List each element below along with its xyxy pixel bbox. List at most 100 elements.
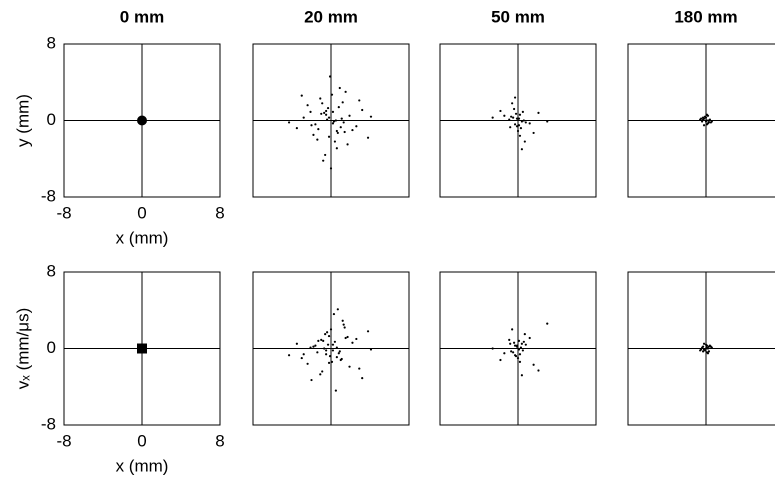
marker [518,113,522,116]
marker [491,116,494,119]
marker [528,336,531,340]
marker [317,128,320,131]
marker [342,121,345,124]
marker [325,113,328,116]
marker [333,140,336,143]
marker [518,134,522,137]
marker [704,120,708,123]
marker [512,351,515,354]
marker [338,350,341,353]
y-axis-label: y (mm) [13,94,32,147]
marker [330,93,334,96]
marker [332,312,336,316]
panel: 0 mm -8 0 8 -8 0 8 x (mm) y (mm) [13,7,224,247]
y-tick-label: 0 [47,338,56,357]
y-tick-label: 0 [47,110,56,129]
marker [521,349,524,352]
marker [703,349,707,352]
marker [337,106,340,109]
marker [137,115,147,126]
marker [310,378,313,382]
marker [517,339,521,342]
marker [323,347,326,350]
marker [331,122,335,125]
panel [439,271,597,426]
marker [366,330,370,333]
marker [513,123,517,126]
marker [355,337,358,341]
marker [339,126,342,129]
marker [331,349,335,352]
marker [320,112,323,115]
marker [705,113,709,116]
marker [336,131,339,135]
marker [343,130,346,134]
marker [361,377,364,380]
marker [705,123,709,126]
marker [335,147,338,150]
marker [513,344,517,347]
marker [710,120,713,123]
marker [521,110,524,113]
panel: 180 mm [627,7,775,198]
marker [532,131,535,135]
x-tick-label: 0 [137,203,146,222]
marker [336,308,339,311]
marker [306,362,309,365]
marker [701,345,705,348]
marker [332,120,336,123]
marker [706,347,710,350]
marker [537,111,540,114]
marker [340,117,343,120]
marker [699,118,702,121]
marker [701,120,704,123]
marker [520,342,524,345]
y-axis-label: vₓ (mm/μs) [13,308,32,389]
marker [706,352,710,355]
marker [316,138,319,141]
marker [328,355,332,358]
marker [326,343,330,346]
marker [516,356,520,360]
marker [511,328,514,331]
marker [532,363,535,366]
marker [509,126,512,129]
marker [707,119,711,122]
marker [317,339,320,342]
marker [334,119,337,122]
marker [324,333,327,336]
marker [319,97,322,100]
marker [520,374,524,377]
x-tick-label: -8 [56,203,71,222]
marker [329,167,333,170]
marker [515,125,519,128]
panel-title: 20 mm [304,7,358,26]
marker [522,340,525,343]
x-tick-label: 8 [215,431,224,450]
marker [309,110,312,113]
marker [514,112,518,115]
marker [323,111,326,114]
marker [312,133,315,136]
marker [300,356,303,360]
panel: 20 mm [252,7,410,198]
marker [518,353,522,356]
marker [511,102,514,105]
marker [701,350,705,353]
marker [701,116,705,119]
marker [337,352,340,355]
marker [329,328,333,331]
marker [369,348,373,351]
marker [331,110,335,113]
marker [546,120,549,123]
marker [341,319,344,322]
marker [346,335,349,339]
marker [369,115,373,118]
marker [334,389,337,392]
marker [520,120,524,123]
marker [537,369,540,372]
x-tick-label: 0 [137,431,146,450]
marker [335,129,338,133]
marker [520,148,524,151]
marker [325,353,328,356]
